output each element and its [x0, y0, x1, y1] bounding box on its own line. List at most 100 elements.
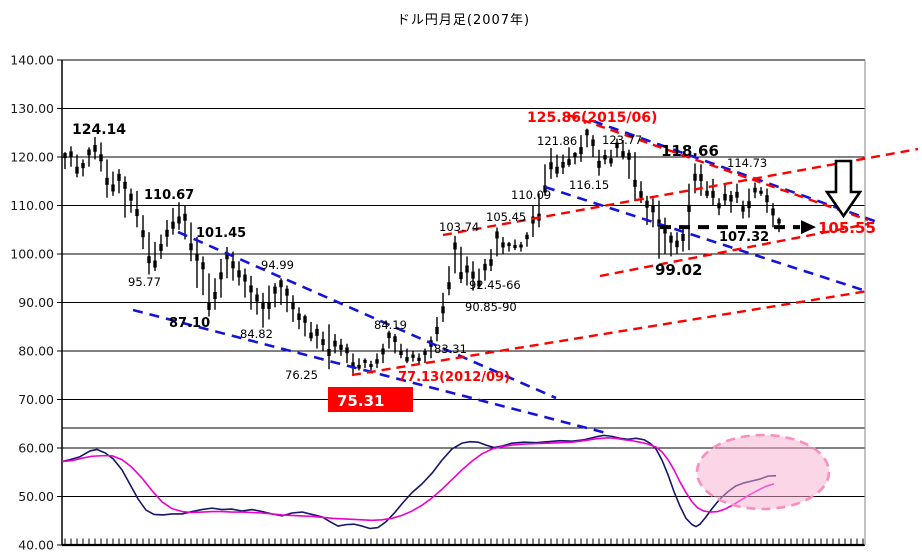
trendline-red [442, 147, 919, 237]
price-bar-body [345, 347, 349, 354]
highlight-ellipse [695, 433, 831, 511]
price-bar-body [765, 195, 769, 203]
price-bar-body [363, 359, 367, 363]
price-bar-body [687, 204, 691, 212]
price-bar-body [87, 149, 91, 156]
y-axis-label: 40.00 [18, 538, 54, 553]
price-annotation: 94.99 [261, 258, 294, 272]
price-annotation: 105.45 [486, 210, 526, 224]
price-bar-body [315, 328, 319, 336]
trendline-blue [177, 230, 557, 400]
price-bar-body [555, 166, 559, 174]
price-bar-body [81, 163, 85, 169]
y-axis-label: 90.00 [18, 295, 54, 310]
y-gridlines [57, 59, 865, 547]
price-annotation: 125.86(2015/06) [527, 110, 657, 126]
price-annotation: 99.02 [655, 261, 702, 279]
price-bar-body [417, 357, 421, 362]
price-bar-body [93, 145, 97, 152]
price-bar-body [117, 173, 121, 181]
candlestick-bars [63, 128, 781, 374]
price-annotation: 124.14 [72, 122, 126, 138]
trendline-red [351, 289, 869, 377]
price-bar-body [123, 181, 127, 189]
price-bar-body [99, 154, 103, 162]
price-bar-body [189, 243, 193, 251]
price-bar-body [435, 326, 439, 334]
price-bar-body [411, 354, 415, 358]
price-bar-body [531, 216, 535, 224]
price-bar-body [639, 191, 643, 198]
price-annotation: 90.85-90 [465, 300, 517, 314]
price-bar-body [381, 348, 385, 355]
price-bar-body [681, 233, 685, 241]
price-bar-body [405, 357, 409, 362]
price-bar-body [669, 235, 673, 243]
price-bar-body [267, 301, 271, 309]
price-annotation: 110.09 [511, 188, 551, 202]
price-annotation: 114.73 [727, 156, 767, 170]
price-bar-body [375, 359, 379, 364]
price-bar-body [231, 261, 235, 269]
price-bar-body [627, 152, 631, 160]
price-bar-body [501, 242, 505, 248]
price-bar-body [225, 252, 229, 260]
x-axis-ticks [64, 538, 864, 545]
price-annotation: 76.25 [285, 368, 318, 382]
price-bar-body [597, 160, 601, 168]
y-axis-label: 50.00 [18, 489, 54, 504]
price-annotation: 123.77 [602, 133, 642, 147]
price-bar-body [483, 263, 487, 271]
price-bar-body [441, 306, 445, 314]
price-bar-body [261, 301, 265, 309]
y-axis-label: 70.00 [18, 392, 54, 407]
price-bar-body [603, 155, 607, 160]
y-axis-label: 130.00 [10, 101, 54, 116]
price-bar-body [513, 244, 517, 249]
price-annotation: 77.13(2012/09) [398, 370, 510, 385]
price-bar-body [573, 152, 577, 157]
oscillator-panel [61, 434, 777, 530]
price-annotation: 121.86 [537, 134, 577, 148]
trendline-red [599, 222, 869, 278]
price-bar-body [459, 272, 463, 280]
price-bar-body [777, 219, 781, 224]
price-bar-body [393, 336, 397, 343]
price-annotations: 124.14 110.67 95.77 101.45 87.10 84.82 94.99 76… [72, 110, 876, 385]
price-bar-body [273, 286, 277, 294]
price-bar-body [753, 187, 757, 193]
price-bar-body [699, 173, 703, 181]
price-bar-body [525, 234, 529, 240]
price-bar-body [567, 159, 571, 166]
price-bar-body [201, 262, 205, 270]
price-bar-body [387, 332, 391, 338]
price-bar-body [213, 291, 217, 299]
price-bar-body [543, 185, 547, 193]
price-bar-body [621, 151, 625, 157]
price-bar-body [561, 161, 565, 168]
price-bar-body [357, 364, 361, 369]
price-bar-body [147, 256, 151, 264]
trendline-red [567, 113, 869, 222]
level-pointer-head [801, 220, 816, 235]
price-bar-body [243, 274, 247, 282]
price-bar-body [369, 364, 373, 368]
price-annotation: 84.82 [240, 327, 273, 341]
chart-title: ドル円月足(2007年) [396, 13, 531, 28]
price-bar-body [771, 208, 775, 216]
price-bar-body [129, 193, 133, 201]
price-bar-body [579, 147, 583, 155]
support-box-label: 75.31 [337, 392, 384, 410]
price-bar-body [591, 139, 595, 146]
price-bar-body [675, 240, 679, 248]
y-axis-label: 100.00 [10, 247, 54, 262]
price-bar-body [609, 158, 613, 164]
price-annotation: 92.45-66 [469, 278, 521, 292]
signal-line [61, 437, 775, 522]
price-bar-body [549, 162, 553, 170]
price-annotation: 101.45 [196, 226, 246, 241]
price-bar-body [507, 243, 511, 247]
price-bar-body [135, 209, 139, 217]
price-bar-body [399, 350, 403, 356]
